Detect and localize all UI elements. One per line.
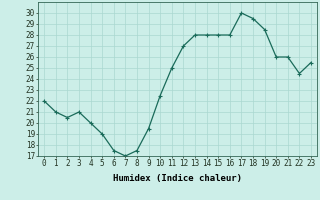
X-axis label: Humidex (Indice chaleur): Humidex (Indice chaleur)	[113, 174, 242, 183]
